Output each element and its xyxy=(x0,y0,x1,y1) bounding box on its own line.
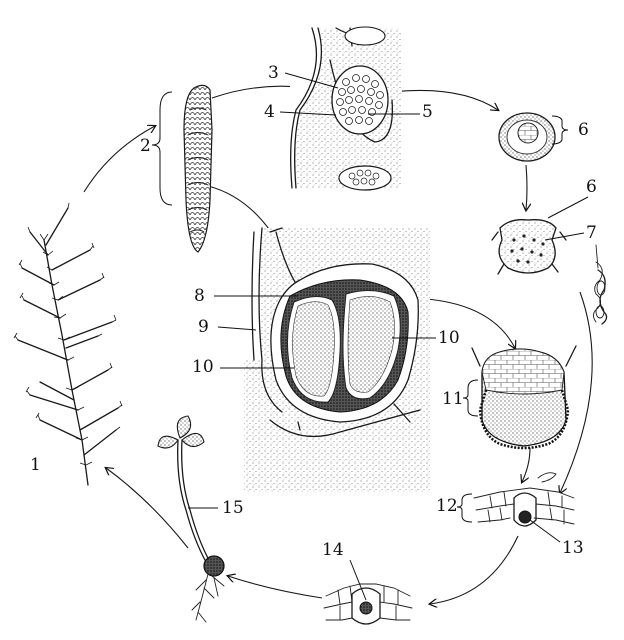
label-10a: 10 xyxy=(192,357,214,377)
label-13-line xyxy=(529,519,561,543)
label-14: 14 xyxy=(322,540,344,560)
label-6b: 6 xyxy=(586,177,597,197)
label-7: 7 xyxy=(586,223,597,243)
young-sporophyte-icon xyxy=(157,415,225,623)
label-12: 12 xyxy=(436,496,458,516)
label-1: 1 xyxy=(30,455,41,475)
label-2: 2 xyxy=(140,136,151,156)
label-15: 15 xyxy=(222,498,244,518)
label-2-bracket xyxy=(151,91,173,206)
label-11-bracket xyxy=(462,379,479,417)
label-4: 4 xyxy=(264,102,275,122)
label-6a: 6 xyxy=(578,120,589,140)
embryo-icon xyxy=(323,583,413,625)
label-7-line xyxy=(544,232,585,241)
label-3-line xyxy=(284,72,339,89)
label-13: 13 xyxy=(562,538,584,558)
label-14-line xyxy=(349,559,367,601)
antherozoid-icon xyxy=(593,244,608,325)
archegonium-icon xyxy=(471,345,577,450)
label-5: 5 xyxy=(422,102,433,122)
label-3: 3 xyxy=(268,63,279,83)
label-9-line xyxy=(217,326,257,331)
label-4-line xyxy=(279,111,337,116)
label-6a-bracket xyxy=(551,115,569,145)
club-moss-plant-icon xyxy=(13,202,123,486)
spore-icon xyxy=(498,112,556,162)
sporangium-section-icon xyxy=(290,26,402,191)
label-9: 9 xyxy=(198,317,209,337)
antherozoid-small-icon xyxy=(537,472,557,483)
label-10b: 10 xyxy=(438,328,460,348)
label-12-bracket xyxy=(456,493,473,523)
label-11: 11 xyxy=(442,389,464,409)
strobilus-section-icon xyxy=(244,227,430,492)
label-6b-line xyxy=(547,196,589,219)
strobilus-cone-icon xyxy=(183,84,213,253)
fertilized-egg-icon xyxy=(473,487,575,534)
label-8: 8 xyxy=(194,286,205,306)
germinating-spore-icon xyxy=(491,219,567,275)
